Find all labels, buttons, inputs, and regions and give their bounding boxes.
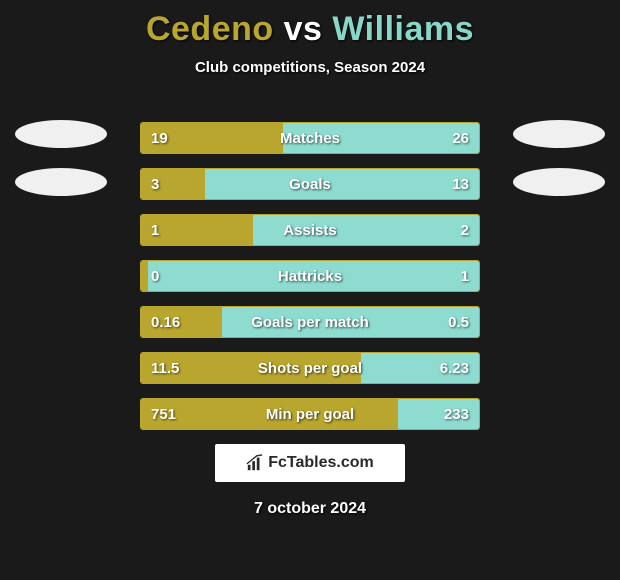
avatar xyxy=(513,168,605,196)
stat-value-a: 1 xyxy=(141,215,169,245)
stat-value-a: 19 xyxy=(141,123,178,153)
avatar xyxy=(15,120,107,148)
stat-row: 01Hattricks xyxy=(140,260,480,292)
stat-row: 751233Min per goal xyxy=(140,398,480,430)
stat-value-b: 6.23 xyxy=(430,353,479,383)
stat-value-a: 3 xyxy=(141,169,169,199)
stat-row: 0.160.5Goals per match xyxy=(140,306,480,338)
barchart-icon xyxy=(246,454,264,472)
stat-value-b: 2 xyxy=(451,215,479,245)
subtitle: Club competitions, Season 2024 xyxy=(0,59,620,76)
stat-value-a: 11.5 xyxy=(141,353,189,383)
stat-value-a: 751 xyxy=(141,399,186,429)
bar-fill-b xyxy=(205,169,479,199)
bar-fill-b xyxy=(148,261,479,291)
logo-text: FcTables.com xyxy=(268,454,374,472)
avatar xyxy=(15,168,107,196)
stat-value-a: 0 xyxy=(141,261,169,291)
stat-value-b: 1 xyxy=(451,261,479,291)
bar-fill-b xyxy=(253,215,479,245)
stat-value-b: 233 xyxy=(434,399,479,429)
stat-row: 12Assists xyxy=(140,214,480,246)
page-title: Cedeno vs Williams xyxy=(0,0,620,49)
stat-value-a: 0.16 xyxy=(141,307,190,337)
avatar xyxy=(513,120,605,148)
logo-box: FcTables.com xyxy=(215,444,405,482)
stat-value-b: 0.5 xyxy=(438,307,479,337)
stat-row: 313Goals xyxy=(140,168,480,200)
player-b-name: Williams xyxy=(332,10,474,48)
stat-row: 11.56.23Shots per goal xyxy=(140,352,480,384)
stat-value-b: 13 xyxy=(442,169,479,199)
footer-date: 7 october 2024 xyxy=(0,500,620,518)
player-a-name: Cedeno xyxy=(146,10,274,48)
stats-bars: 1926Matches313Goals12Assists01Hattricks0… xyxy=(140,122,480,430)
vs-text: vs xyxy=(284,10,323,48)
stat-row: 1926Matches xyxy=(140,122,480,154)
stat-value-b: 26 xyxy=(442,123,479,153)
avatar-column-right xyxy=(513,120,605,196)
avatar-column-left xyxy=(15,120,107,196)
